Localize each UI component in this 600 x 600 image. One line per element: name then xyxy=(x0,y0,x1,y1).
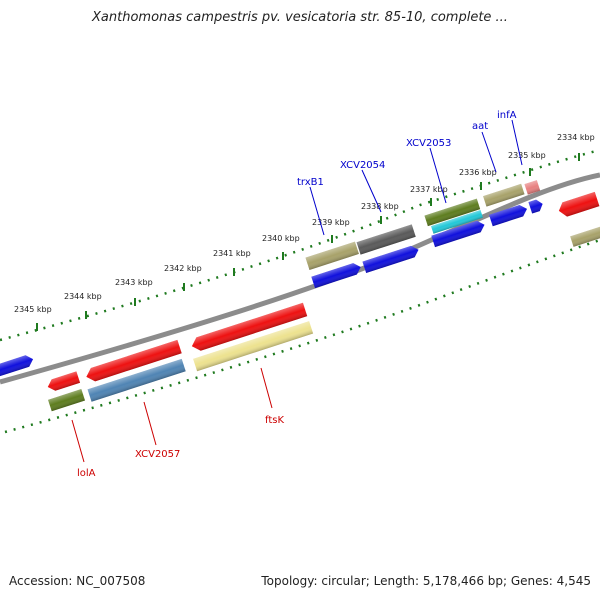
label-connector xyxy=(429,147,447,204)
label-connector xyxy=(143,401,157,446)
label-connector xyxy=(260,367,273,409)
label-connector xyxy=(361,169,382,213)
gene-label-aat[interactable]: aat xyxy=(472,121,488,132)
map-title: Xanthomonas campestris pv. vesicatoria s… xyxy=(92,10,508,25)
scale-label: 2336 kbp xyxy=(459,168,497,177)
scale-label: 2337 kbp xyxy=(410,185,448,194)
gene-label-xcv2053[interactable]: XCV2053 xyxy=(406,138,451,149)
topology-label: Topology: circular; Length: 5,178,466 bp… xyxy=(261,574,591,588)
gene-feature[interactable] xyxy=(46,371,81,392)
scale-label: 2340 kbp xyxy=(262,234,300,243)
scale-label: 2342 kbp xyxy=(164,264,202,273)
scale-label: 2338 kbp xyxy=(361,202,399,211)
scale-label: 2343 kbp xyxy=(115,278,153,287)
gene-label-trxb1[interactable]: trxB1 xyxy=(297,177,324,188)
label-connector xyxy=(71,419,85,463)
gene-feature[interactable] xyxy=(528,198,544,214)
scale-label: 2341 kbp xyxy=(213,249,251,258)
scale-label: 2344 kbp xyxy=(64,292,102,301)
gene-label-lola[interactable]: lolA xyxy=(77,468,96,479)
gene-feature[interactable] xyxy=(557,191,600,219)
genome-backbone xyxy=(0,172,600,385)
gene-label-infA[interactable]: infA xyxy=(497,110,517,121)
scale-label: 2339 kbp xyxy=(312,218,350,227)
gene-label-xcv2057[interactable]: XCV2057 xyxy=(135,449,180,460)
gene-feature[interactable] xyxy=(570,224,600,247)
gene-feature[interactable] xyxy=(48,389,86,412)
scale-label: 2345 kbp xyxy=(14,305,52,314)
accession-label: Accession: NC_007508 xyxy=(9,574,146,588)
label-connector xyxy=(511,119,523,166)
label-connector xyxy=(309,186,325,236)
scale-track-outer xyxy=(0,148,600,342)
scale-label: 2335 kbp xyxy=(508,151,546,160)
label-connector xyxy=(481,131,497,173)
gene-label-xcv2054[interactable]: XCV2054 xyxy=(340,160,385,171)
gene-label-ftsk[interactable]: ftsK xyxy=(265,415,284,426)
scale-label: 2334 kbp xyxy=(557,133,595,142)
